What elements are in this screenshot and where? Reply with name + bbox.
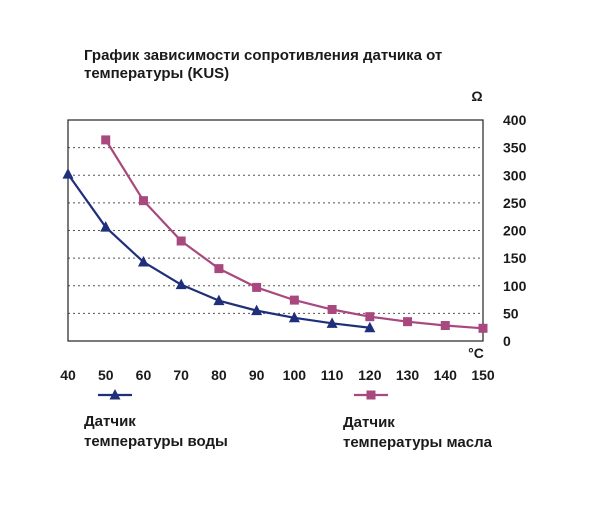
x-axis-unit: °C [468, 345, 484, 361]
y-tick-label: 300 [503, 167, 527, 183]
legend-label-oil-line-2: температуры масла [343, 434, 492, 451]
x-tick-label: 110 [321, 367, 344, 383]
data-point [175, 278, 187, 290]
legend-label-water-line-2: температуры воды [84, 433, 228, 450]
x-tick-label: 150 [471, 367, 495, 383]
y-tick-label: 50 [503, 305, 519, 321]
series-layer [62, 135, 488, 333]
axes [67, 119, 484, 342]
data-point [101, 135, 111, 145]
series-1 [101, 135, 488, 333]
series-0 [62, 168, 376, 333]
data-point [213, 294, 225, 306]
data-point [138, 196, 148, 206]
y-tick-label: 250 [503, 195, 527, 211]
legend-label-water-line-1: Датчик [84, 413, 136, 430]
y-tick-label: 150 [503, 250, 527, 266]
y-tick-label: 400 [503, 112, 527, 128]
x-tick-label: 70 [173, 367, 189, 383]
data-point [327, 305, 337, 315]
data-point [478, 323, 488, 333]
x-tick-label: 90 [249, 367, 265, 383]
data-point [440, 321, 450, 331]
y-tick-label: 0 [503, 333, 511, 349]
legend-label-oil: Датчик температуры масла [343, 413, 492, 453]
data-point [288, 311, 300, 323]
data-point [137, 255, 149, 267]
legend [98, 389, 388, 400]
data-point [326, 317, 338, 328]
legend-swatch-1 [354, 390, 388, 400]
chart-title: График зависимости сопротивления датчика… [84, 47, 544, 83]
legend-swatch-0 [98, 389, 132, 400]
x-tick-label: 40 [60, 367, 76, 383]
data-point [252, 282, 262, 292]
data-point [251, 304, 263, 316]
y-tick-label: 200 [503, 223, 527, 239]
x-tick-label: 80 [211, 367, 227, 383]
data-point [62, 168, 74, 179]
data-point [289, 295, 299, 305]
x-tick-label: 140 [434, 367, 458, 383]
x-tick-label: 120 [358, 367, 382, 383]
chart-title-line-1: График зависимости сопротивления датчика… [84, 47, 443, 64]
data-point [364, 321, 376, 333]
chart-title-line-2: температуры (KUS) [84, 65, 230, 82]
x-tick-labels: 40 50 60 70 80 90 100 110 120 130 140 150 [60, 367, 495, 383]
y-tick-labels: 0 50 100 150 200 250 300 350 400 [503, 112, 527, 349]
x-tick-label: 60 [136, 367, 152, 383]
data-point [176, 236, 186, 246]
y-tick-label: 350 [503, 140, 527, 156]
legend-marker [109, 389, 121, 400]
x-tick-label: 100 [283, 367, 307, 383]
x-tick-label: 50 [98, 367, 114, 383]
data-point [365, 312, 375, 322]
data-point [214, 264, 224, 274]
y-axis-unit: Ω [471, 88, 482, 104]
data-point [403, 317, 413, 327]
legend-label-water: Датчик температуры воды [84, 412, 228, 452]
legend-label-oil-line-1: Датчик [343, 414, 395, 431]
plot-frame [67, 119, 484, 342]
gridlines [68, 147, 483, 314]
x-tick-label: 130 [396, 367, 420, 383]
data-point [100, 221, 112, 232]
legend-marker [366, 390, 376, 400]
y-tick-label: 100 [503, 278, 527, 294]
